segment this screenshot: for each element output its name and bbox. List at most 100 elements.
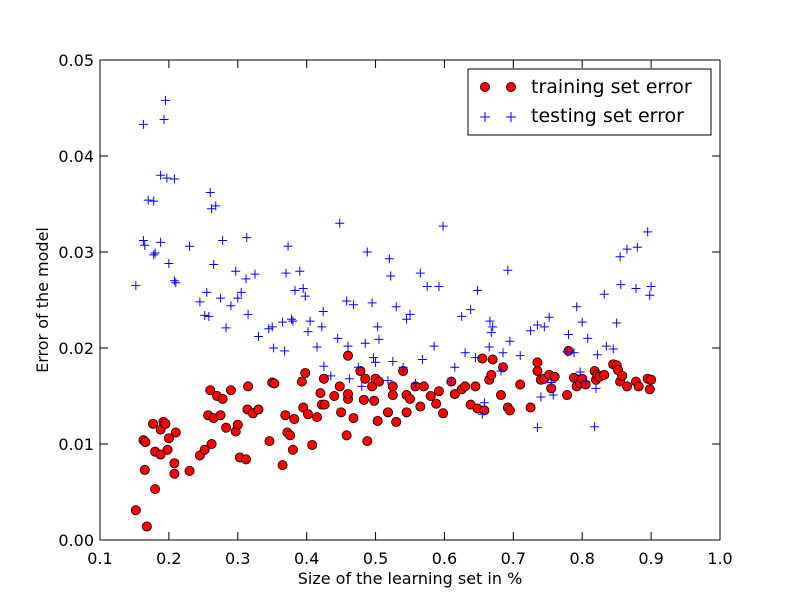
testing-error-point: [546, 378, 556, 388]
x-tick-label: 0.8: [569, 549, 594, 568]
legend-training-marker-2: [505, 82, 516, 93]
testing-error-point: [569, 348, 579, 358]
training-error-point: [391, 416, 402, 427]
training-error-point: [622, 381, 633, 392]
testing-error-point: [457, 311, 467, 321]
training-error-point: [318, 373, 329, 384]
training-error-point: [477, 353, 488, 364]
testing-error-point: [646, 282, 656, 292]
training-error-point: [277, 460, 288, 471]
training-error-point: [418, 381, 429, 392]
testing-error-point: [300, 291, 310, 301]
testing-error-point: [288, 316, 298, 326]
testing-error-point: [195, 297, 205, 307]
testing-error-point: [250, 269, 260, 279]
training-error-point: [415, 401, 426, 412]
testing-error-point: [343, 341, 353, 351]
testing-error-point: [305, 316, 315, 326]
testing-error-point: [243, 309, 253, 319]
testing-error-point: [317, 322, 327, 332]
testing-error-point: [496, 366, 506, 376]
testing-error-point: [526, 326, 536, 336]
testing-error-point: [562, 347, 572, 357]
testing-error-point: [226, 301, 236, 311]
testing-error-point: [608, 344, 618, 354]
training-error-point: [599, 369, 610, 380]
testing-error-point: [615, 252, 625, 262]
y-tick-label: 0.03: [58, 243, 94, 262]
training-error-point: [241, 454, 252, 465]
testing-error-point: [171, 278, 181, 288]
testing-error-point: [422, 282, 432, 292]
testing-error-point: [169, 174, 179, 184]
testing-error-point: [477, 409, 487, 419]
training-error-point: [253, 404, 264, 415]
training-error-point: [139, 464, 150, 475]
testing-error-point: [612, 318, 622, 328]
training-error-point: [342, 350, 353, 361]
training-error-point: [162, 444, 173, 455]
testing-error-point: [371, 357, 381, 367]
testing-error-point: [548, 390, 558, 400]
testing-error-point: [333, 333, 343, 343]
testing-error-point: [209, 259, 219, 269]
testing-error-point: [488, 322, 498, 332]
training-error-point: [404, 393, 415, 404]
training-error-point: [163, 433, 174, 444]
training-error-point: [217, 393, 228, 404]
testing-error-point: [138, 235, 148, 245]
training-error-point: [311, 412, 322, 423]
testing-error-point: [160, 95, 170, 105]
training-error-point: [169, 468, 180, 479]
training-error-point: [140, 437, 151, 448]
testing-error-point: [156, 237, 166, 247]
training-error-point: [497, 362, 508, 373]
testing-error-point: [283, 241, 293, 251]
y-axis-label: Error of the model: [33, 227, 52, 373]
testing-error-point: [335, 218, 345, 228]
testing-error-point: [590, 422, 600, 432]
training-error-point: [470, 381, 481, 392]
training-error-point: [487, 354, 498, 365]
training-error-point: [315, 388, 326, 399]
testing-error-point: [544, 312, 554, 322]
legend-testing-marker-1: [480, 112, 490, 122]
training-error-point: [438, 408, 449, 419]
testing-error-point: [362, 247, 372, 257]
y-tick-label: 0.01: [58, 435, 94, 454]
x-tick-label: 0.6: [432, 549, 457, 568]
testing-error-point: [577, 317, 587, 327]
testing-error-point: [326, 371, 336, 381]
plot-frame: [99, 59, 721, 541]
y-tick-label: 0.04: [58, 147, 94, 166]
testing-error-point: [479, 398, 489, 408]
testing-error-point: [269, 343, 279, 353]
testing-error-point: [503, 265, 513, 275]
training-error-point: [433, 386, 444, 397]
testing-error-point: [221, 323, 231, 333]
training-error-point: [563, 345, 574, 356]
training-error-point: [184, 465, 195, 476]
testing-error-point: [360, 338, 370, 348]
testing-error-point: [204, 311, 214, 321]
testing-error-point: [342, 296, 352, 306]
training-error-point: [387, 390, 398, 401]
testing-error-point: [344, 374, 354, 384]
training-error-point: [495, 390, 506, 401]
testing-error-point: [216, 293, 226, 303]
x-tick-label: 0.2: [156, 549, 181, 568]
testing-error-point: [242, 233, 252, 243]
training-error-point: [148, 418, 159, 429]
testing-error-point: [281, 268, 291, 278]
training-error-point: [289, 414, 300, 425]
testing-error-point: [405, 309, 415, 319]
training-error-point: [525, 402, 536, 413]
training-error-point: [373, 376, 384, 387]
x-axis-label: Size of the learning set in %: [298, 569, 523, 588]
training-error-point: [205, 385, 216, 396]
training-error-point: [225, 385, 236, 396]
testing-error-point: [143, 195, 153, 205]
training-error-point: [549, 371, 560, 382]
legend-testing-label: testing set error: [531, 105, 684, 127]
